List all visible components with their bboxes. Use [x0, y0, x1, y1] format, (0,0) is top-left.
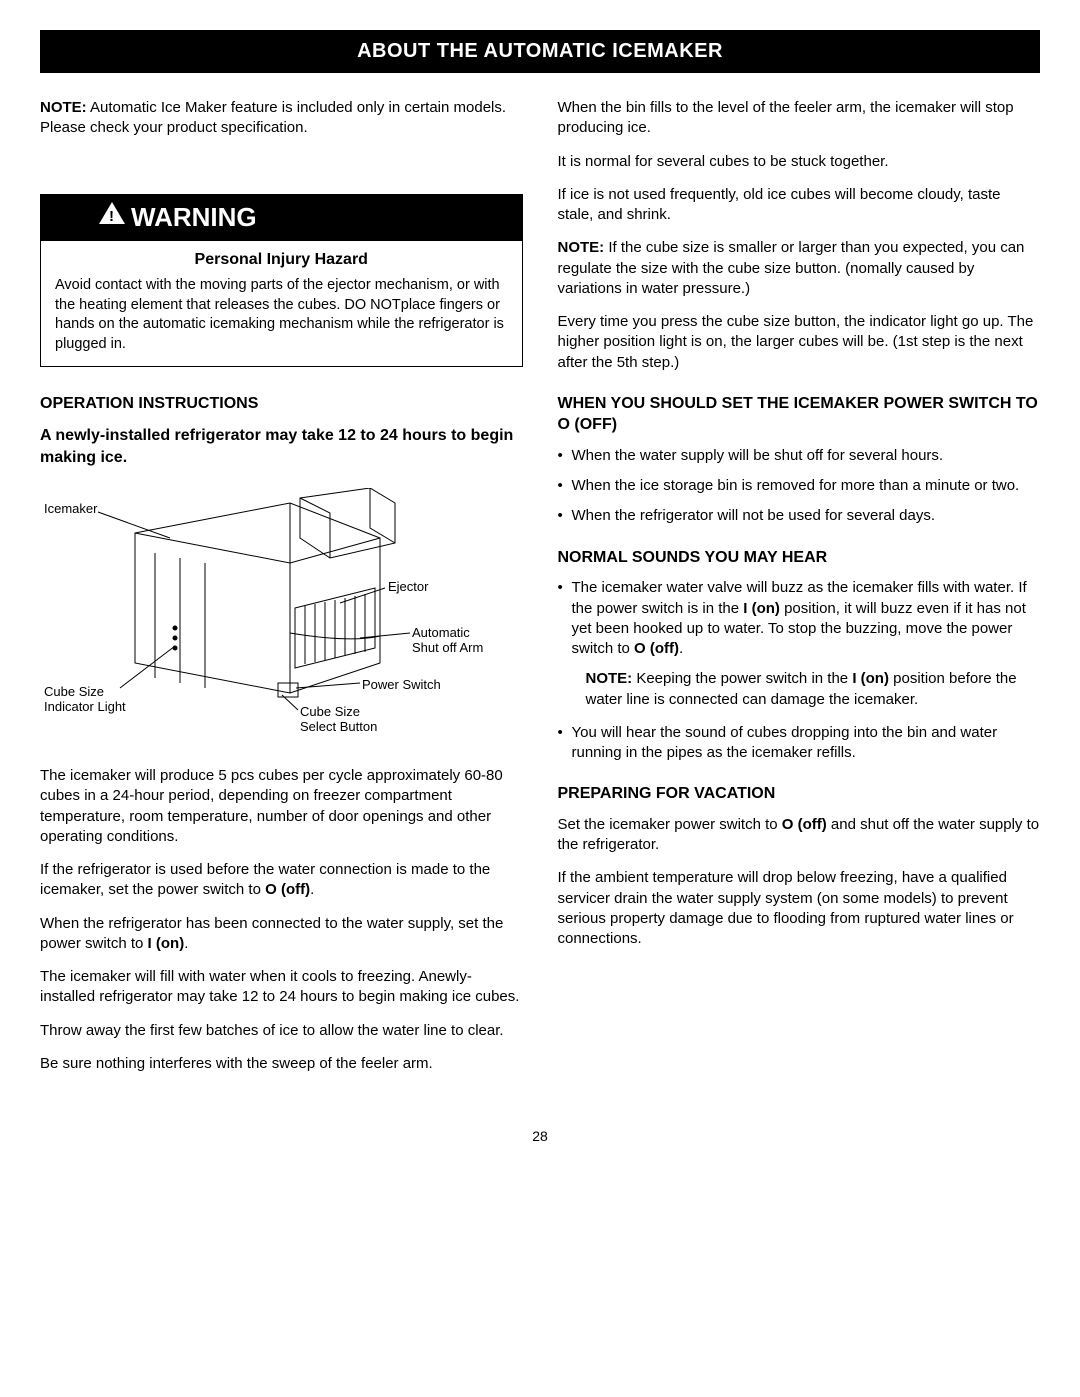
note-label: NOTE:	[40, 99, 87, 116]
operation-heading: OPERATION INSTRUCTIONS	[40, 393, 523, 415]
list-item: The icemaker water valve will buzz as th…	[558, 578, 1041, 710]
right-column: When the bin fills to the level of the f…	[558, 98, 1041, 1087]
left-p1: The icemaker will produce 5 pcs cubes pe…	[40, 766, 523, 847]
text: Set the icemaker power switch to	[558, 816, 782, 833]
right-p2: It is normal for several cubes to be stu…	[558, 152, 1041, 172]
operation-subheading: A newly-installed refrigerator may take …	[40, 425, 523, 468]
note-label: NOTE:	[586, 670, 633, 687]
left-column: NOTE: Automatic Ice Maker feature is inc…	[40, 98, 523, 1087]
warning-title: WARNING	[131, 202, 257, 232]
text: When the refrigerator has been connected…	[40, 915, 503, 952]
text: .	[310, 881, 314, 898]
text: .	[679, 640, 683, 657]
left-p4: The icemaker will fill with water when i…	[40, 967, 523, 1008]
left-p2: If the refrigerator is used before the w…	[40, 860, 523, 901]
left-p3: When the refrigerator has been connected…	[40, 914, 523, 955]
text: .	[184, 935, 188, 952]
sounds-heading: NORMAL SOUNDS YOU MAY HEAR	[558, 547, 1041, 569]
right-p3: If ice is not used frequently, old ice c…	[558, 185, 1041, 226]
warning-box: WARNING Personal Injury Hazard Avoid con…	[40, 194, 523, 368]
bold-on: I (on)	[852, 670, 889, 687]
right-p4: NOTE: If the cube size is smaller or lar…	[558, 238, 1041, 299]
text: If the cube size is smaller or larger th…	[558, 239, 1025, 297]
warning-triangle-icon	[99, 202, 125, 224]
list-item: You will hear the sound of cubes droppin…	[558, 723, 1041, 764]
vac-p1: Set the icemaker power switch to O (off)…	[558, 815, 1041, 856]
content-columns: NOTE: Automatic Ice Maker feature is inc…	[40, 98, 1040, 1087]
warning-subtitle: Personal Injury Hazard	[41, 249, 522, 271]
bold-off: O (off)	[634, 640, 679, 657]
vac-p2: If the ambient temperature will drop bel…	[558, 868, 1041, 949]
off-heading: WHEN YOU SHOULD SET THE ICEMAKER POWER S…	[558, 393, 1041, 436]
label-cube-sel-2: Select Button	[300, 718, 377, 736]
text: Keeping the power switch in the	[632, 670, 852, 687]
icemaker-diagram: Icemaker Ejector Automatic Shut off Arm …	[40, 488, 523, 748]
bold-on: I (on)	[743, 600, 780, 617]
page-number: 28	[40, 1127, 1040, 1146]
sounds-list: The icemaker water valve will buzz as th…	[558, 578, 1041, 763]
sounds-note: NOTE: Keeping the power switch in the I …	[586, 669, 1041, 710]
warning-body: Avoid contact with the moving parts of t…	[41, 276, 522, 366]
label-power-switch: Power Switch	[362, 676, 441, 694]
list-item: When the ice storage bin is removed for …	[558, 476, 1041, 496]
bold-off: O (off)	[782, 816, 827, 833]
vacation-heading: PREPARING FOR VACATION	[558, 783, 1041, 805]
page-title-bar: ABOUT THE AUTOMATIC ICEMAKER	[40, 30, 1040, 73]
right-p5: Every time you press the cube size butto…	[558, 312, 1041, 373]
left-p5: Throw away the first few batches of ice …	[40, 1021, 523, 1041]
label-icemaker: Icemaker	[44, 500, 97, 518]
list-item: When the water supply will be shut off f…	[558, 446, 1041, 466]
off-list: When the water supply will be shut off f…	[558, 446, 1041, 527]
right-p1: When the bin fills to the level of the f…	[558, 98, 1041, 139]
note-text: Automatic Ice Maker feature is included …	[40, 99, 506, 136]
bold-off: O (off)	[265, 881, 310, 898]
bold-on: I (on)	[148, 935, 185, 952]
warning-header: WARNING	[41, 195, 522, 241]
left-p6: Be sure nothing interferes with the swee…	[40, 1054, 523, 1074]
note-label: NOTE:	[558, 239, 605, 256]
intro-note: NOTE: Automatic Ice Maker feature is inc…	[40, 98, 523, 139]
label-ejector: Ejector	[388, 578, 428, 596]
label-cube-ind-2: Indicator Light	[44, 698, 126, 716]
list-item: When the refrigerator will not be used f…	[558, 506, 1041, 526]
label-auto-2: Shut off Arm	[412, 639, 483, 657]
